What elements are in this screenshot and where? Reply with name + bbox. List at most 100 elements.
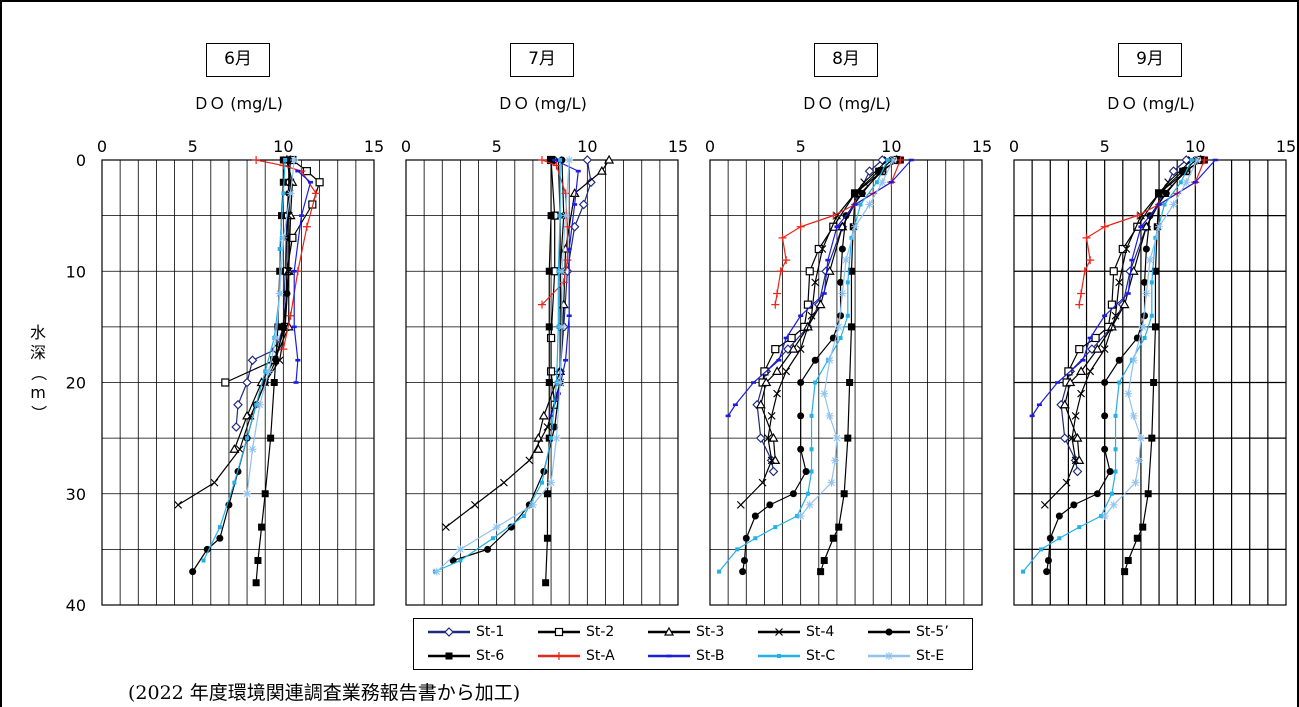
data-point — [820, 557, 828, 564]
data-point — [235, 445, 244, 454]
legend-label: St-4 — [806, 624, 835, 640]
y-tick-label: 30 — [66, 485, 86, 504]
data-point — [773, 389, 782, 398]
legend-label: St-2 — [586, 624, 615, 640]
series-St-3 — [533, 154, 615, 453]
data-point — [533, 444, 544, 453]
data-point — [1109, 491, 1114, 496]
data-point — [758, 478, 767, 487]
data-point — [1080, 358, 1086, 362]
data-point — [274, 323, 282, 331]
data-point — [829, 211, 838, 220]
data-point — [1091, 333, 1100, 343]
chart-title-august: 8月 — [814, 43, 878, 77]
data-point — [557, 267, 566, 276]
legend-marker — [445, 652, 453, 660]
data-point — [739, 568, 747, 576]
data-point — [802, 468, 810, 475]
source-note: (2022 年度環境関連調査業務報告書から加工) — [128, 682, 521, 704]
data-point — [847, 323, 855, 331]
x-tick-label: 15 — [972, 137, 992, 156]
data-point — [233, 399, 243, 410]
data-point — [264, 367, 273, 376]
data-point — [1059, 433, 1070, 443]
chart-panel-2: 0 5 10 15 — [705, 137, 992, 606]
plot-border — [101, 159, 375, 606]
legend-swatch — [868, 652, 910, 660]
data-point — [231, 422, 242, 432]
data-point — [1113, 469, 1118, 474]
plot-border — [709, 159, 983, 606]
data-point — [776, 267, 785, 276]
data-point — [908, 158, 914, 162]
data-point — [315, 178, 324, 187]
x-tick-label: 0 — [1009, 137, 1019, 156]
data-point — [1192, 180, 1198, 184]
data-point — [811, 278, 820, 287]
data-point — [834, 225, 840, 229]
data-point — [1075, 345, 1084, 354]
data-point — [538, 156, 546, 164]
data-point — [1138, 322, 1147, 331]
data-point — [851, 222, 860, 231]
data-point — [1141, 312, 1149, 320]
data-point — [860, 178, 869, 187]
data-point — [1043, 568, 1051, 576]
series-St-B — [1029, 158, 1218, 418]
y-axis-title: 水深 （ m ） — [28, 323, 48, 423]
data-point — [283, 290, 291, 297]
series-St-4 — [736, 156, 892, 509]
data-point — [825, 411, 834, 420]
x-axis-title-july: ＤＯ (mg/L) — [497, 94, 587, 113]
data-point — [1162, 202, 1167, 207]
data-point — [768, 432, 779, 442]
data-point — [1102, 314, 1108, 318]
data-point — [291, 269, 297, 273]
data-point — [528, 500, 537, 509]
y-axis-title-char: ） — [29, 404, 48, 421]
data-point — [1115, 278, 1124, 287]
data-point — [255, 400, 264, 409]
data-point — [1101, 445, 1109, 453]
data-point — [1155, 189, 1163, 197]
data-point — [1080, 267, 1089, 276]
data-point — [1109, 267, 1118, 276]
data-point — [566, 247, 572, 251]
data-point — [1131, 478, 1140, 487]
data-point — [725, 414, 731, 418]
data-point — [547, 212, 555, 220]
data-point — [582, 155, 593, 165]
x-axis-title-august: ＤＯ (mg/L) — [801, 94, 891, 113]
data-point — [1106, 468, 1114, 475]
data-point — [753, 536, 758, 541]
legend-marker — [666, 654, 672, 658]
data-point — [1121, 568, 1129, 576]
data-point — [896, 156, 905, 164]
data-point — [814, 244, 823, 254]
data-point — [773, 525, 778, 530]
data-point — [1189, 158, 1194, 162]
x-tick-label: 10 — [1185, 137, 1205, 156]
series-St-E — [432, 156, 574, 576]
data-point — [295, 358, 301, 362]
data-point — [858, 189, 866, 197]
data-point — [449, 557, 457, 564]
data-point — [1068, 434, 1076, 443]
data-point — [521, 514, 526, 518]
data-point — [815, 299, 826, 309]
data-point — [258, 523, 266, 531]
data-point — [229, 444, 240, 453]
chart-panel-1: 0 5 10 15 — [401, 137, 688, 606]
data-point — [1193, 156, 1202, 164]
data-point — [279, 345, 288, 354]
data-point — [538, 410, 549, 420]
data-point — [507, 523, 515, 531]
data-point — [432, 567, 441, 576]
data-point — [796, 222, 805, 231]
data-point — [834, 322, 843, 331]
data-point — [547, 478, 556, 487]
data-point — [845, 313, 850, 318]
data-point — [821, 292, 827, 295]
legend-label: St-B — [696, 648, 725, 664]
data-point — [1039, 547, 1044, 552]
